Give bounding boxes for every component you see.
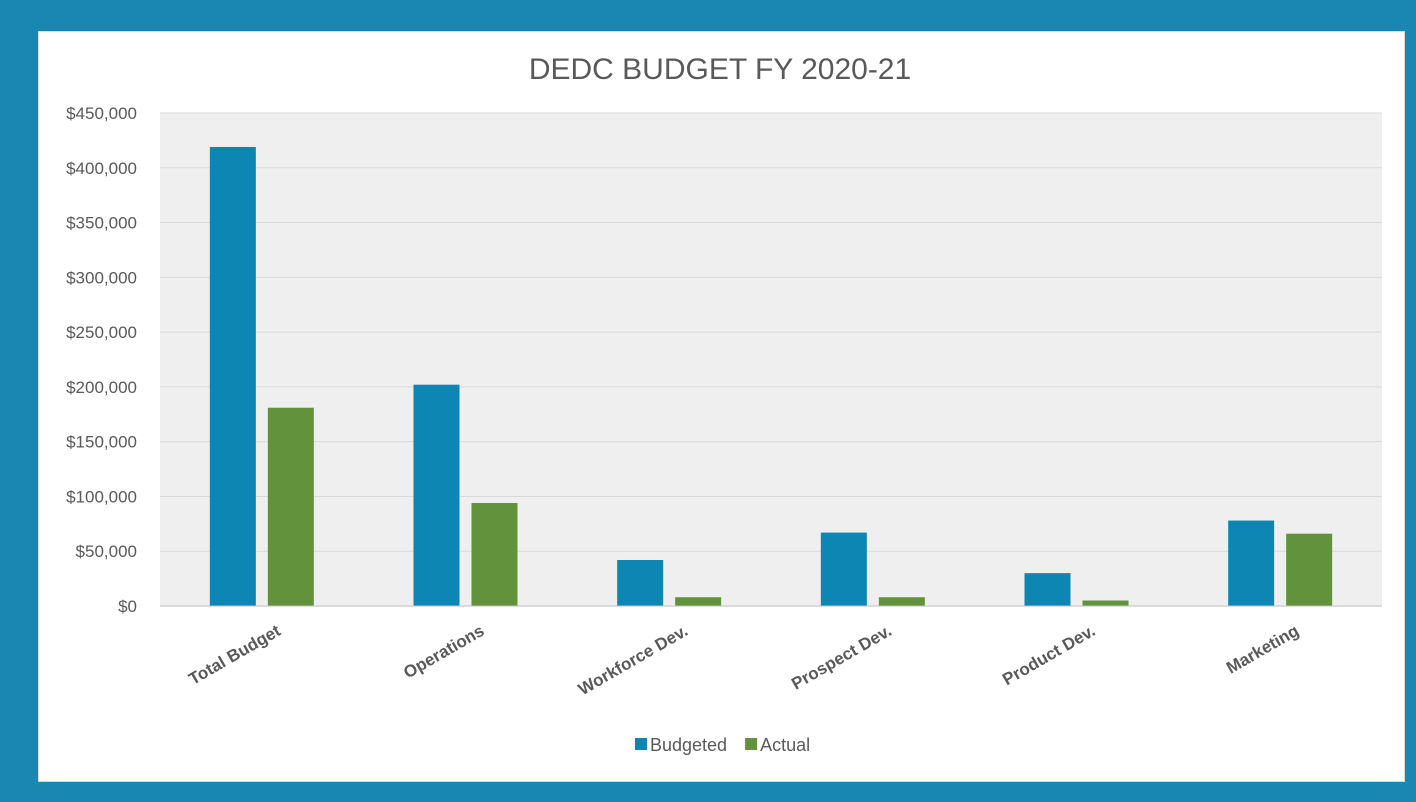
y-tick-label: $300,000 <box>66 268 137 287</box>
legend-label-actual: Actual <box>760 735 810 755</box>
bar-budgeted-0 <box>209 146 256 606</box>
legend-label-budgeted: Budgeted <box>650 735 727 755</box>
y-tick-label: $400,000 <box>66 159 137 178</box>
x-category-label: Total Budget <box>185 621 284 689</box>
bar-budgeted-2 <box>617 559 664 606</box>
bars <box>209 146 1333 606</box>
x-category-label: Operations <box>400 621 487 682</box>
x-category-label: Prospect Dev. <box>788 621 895 694</box>
y-tick-label: $250,000 <box>66 323 137 342</box>
y-axis-ticks: $0 $50,000 $100,000 $150,000 $200,000 $250,00… <box>66 104 137 616</box>
bar-actual-5 <box>1286 533 1333 606</box>
x-category-label: Marketing <box>1223 621 1302 678</box>
bar-actual-2 <box>675 597 722 606</box>
chart-panel: $0 $50,000 $100,000 $150,000 $200,000 $250,00… <box>38 31 1405 782</box>
legend: Budgeted Actual <box>635 735 810 755</box>
bar-budgeted-5 <box>1228 520 1275 606</box>
legend-swatch-budgeted <box>635 738 647 750</box>
plot-area <box>160 113 1382 606</box>
bar-actual-0 <box>267 407 314 606</box>
bar-budgeted-3 <box>820 532 867 606</box>
y-tick-label: $100,000 <box>66 487 137 506</box>
chart-title: DEDC BUDGET FY 2020-21 <box>529 53 911 86</box>
bar-budgeted-1 <box>413 384 460 606</box>
x-axis-ticks: Total Budget Operations Workforce Dev. Pros… <box>185 621 1302 699</box>
y-tick-label: $350,000 <box>66 214 137 233</box>
y-tick-label: $150,000 <box>66 433 137 452</box>
bar-chart: $0 $50,000 $100,000 $150,000 $200,000 $250,00… <box>66 53 1382 755</box>
x-category-label: Product Dev. <box>999 621 1098 689</box>
y-tick-label: $0 <box>118 597 137 616</box>
y-tick-label: $450,000 <box>66 104 137 123</box>
bar-budgeted-4 <box>1024 573 1071 606</box>
legend-swatch-actual <box>745 738 758 750</box>
x-category-label: Workforce Dev. <box>575 621 691 699</box>
y-tick-label: $50,000 <box>76 542 137 561</box>
bar-actual-4 <box>1082 600 1129 606</box>
bar-actual-3 <box>878 597 925 606</box>
y-tick-label: $200,000 <box>66 378 137 397</box>
bar-actual-1 <box>471 503 518 606</box>
gridlines <box>160 112 1382 552</box>
